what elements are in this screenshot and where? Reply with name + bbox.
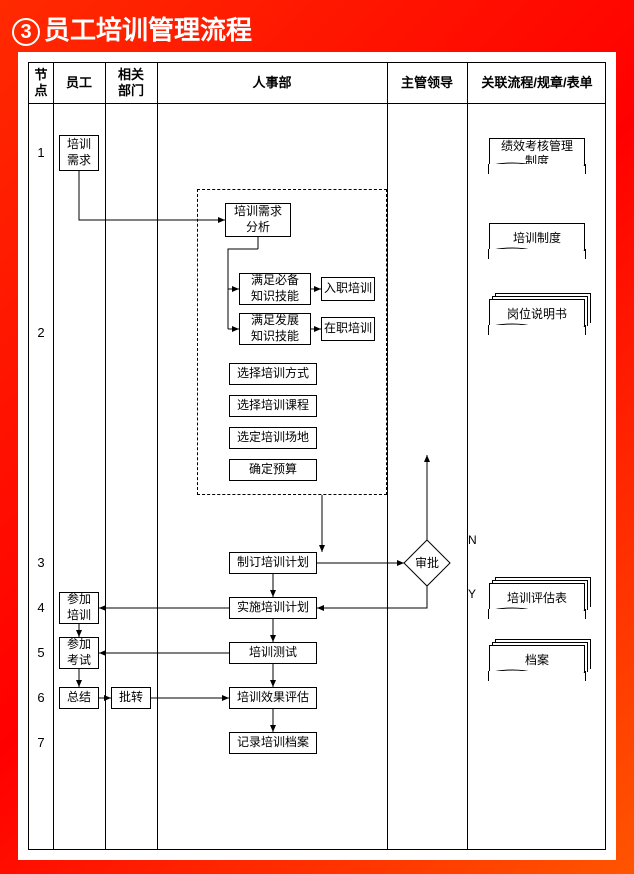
col-header-node: 节 点 <box>29 63 53 103</box>
box-analyze: 培训需求 分析 <box>225 203 291 237</box>
col-header-hr: 人事部 <box>157 63 387 103</box>
box-need: 培训 需求 <box>59 135 99 171</box>
box-k1r: 入职培训 <box>321 277 375 301</box>
box-k1: 满足必备 知识技能 <box>239 273 311 305</box>
row-num-5: 5 <box>29 645 53 660</box>
doc-ref-4: 档案 <box>489 645 585 675</box>
box-plan: 制订培训计划 <box>229 552 317 574</box>
row-num-3: 3 <box>29 555 53 570</box>
svg-text:审批: 审批 <box>415 555 439 570</box>
col-header-emp: 员工 <box>53 63 105 103</box>
box-k2r: 在职培训 <box>321 317 375 341</box>
col-header-mgr: 主管领导 <box>387 63 467 103</box>
box-record: 记录培训档案 <box>229 732 317 754</box>
box-k2: 满足发展 知识技能 <box>239 313 311 345</box>
doc-ref-0: 绩效考核管理 制度 <box>489 138 585 168</box>
box-test: 培训测试 <box>229 642 317 664</box>
box-transfer: 批转 <box>111 687 151 709</box>
box-sel3: 选定培训场地 <box>229 427 317 449</box>
col-header-dept: 相关 部门 <box>105 63 157 103</box>
box-sel2: 选择培训课程 <box>229 395 317 417</box>
col-header-ref: 关联流程/规章/表单 <box>467 63 607 103</box>
flowchart-sheet: 审批 N Y 节 点员工相关 部门人事部主管领导关联流程/规章/表单 1 2 3 4 5 6 7 培… <box>18 52 616 860</box>
page-title: 3员工培训管理流程 <box>0 0 634 53</box>
box-attend: 参加 培训 <box>59 592 99 624</box>
doc-ref-2: 岗位说明书 <box>489 299 585 329</box>
doc-ref-1: 培训制度 <box>489 223 585 253</box>
svg-text:Y: Y <box>468 587 476 601</box>
doc-ref-3: 培训评估表 <box>489 583 585 613</box>
row-num-7: 7 <box>29 735 53 750</box>
title-number: 3 <box>12 18 40 46</box>
box-eval: 培训效果评估 <box>229 687 317 709</box>
box-sel1: 选择培训方式 <box>229 363 317 385</box>
grid: 审批 N Y 节 点员工相关 部门人事部主管领导关联流程/规章/表单 1 2 3 4 5 6 7 培… <box>28 62 606 850</box>
row-num-2: 2 <box>29 325 53 340</box>
svg-text:N: N <box>468 533 477 547</box>
box-impl: 实施培训计划 <box>229 597 317 619</box>
title-text: 员工培训管理流程 <box>44 15 252 45</box>
box-summary: 总结 <box>59 687 99 709</box>
row-num-1: 1 <box>29 145 53 160</box>
box-sel4: 确定预算 <box>229 459 317 481</box>
box-exam: 参加 考试 <box>59 637 99 669</box>
row-num-4: 4 <box>29 600 53 615</box>
row-num-6: 6 <box>29 690 53 705</box>
